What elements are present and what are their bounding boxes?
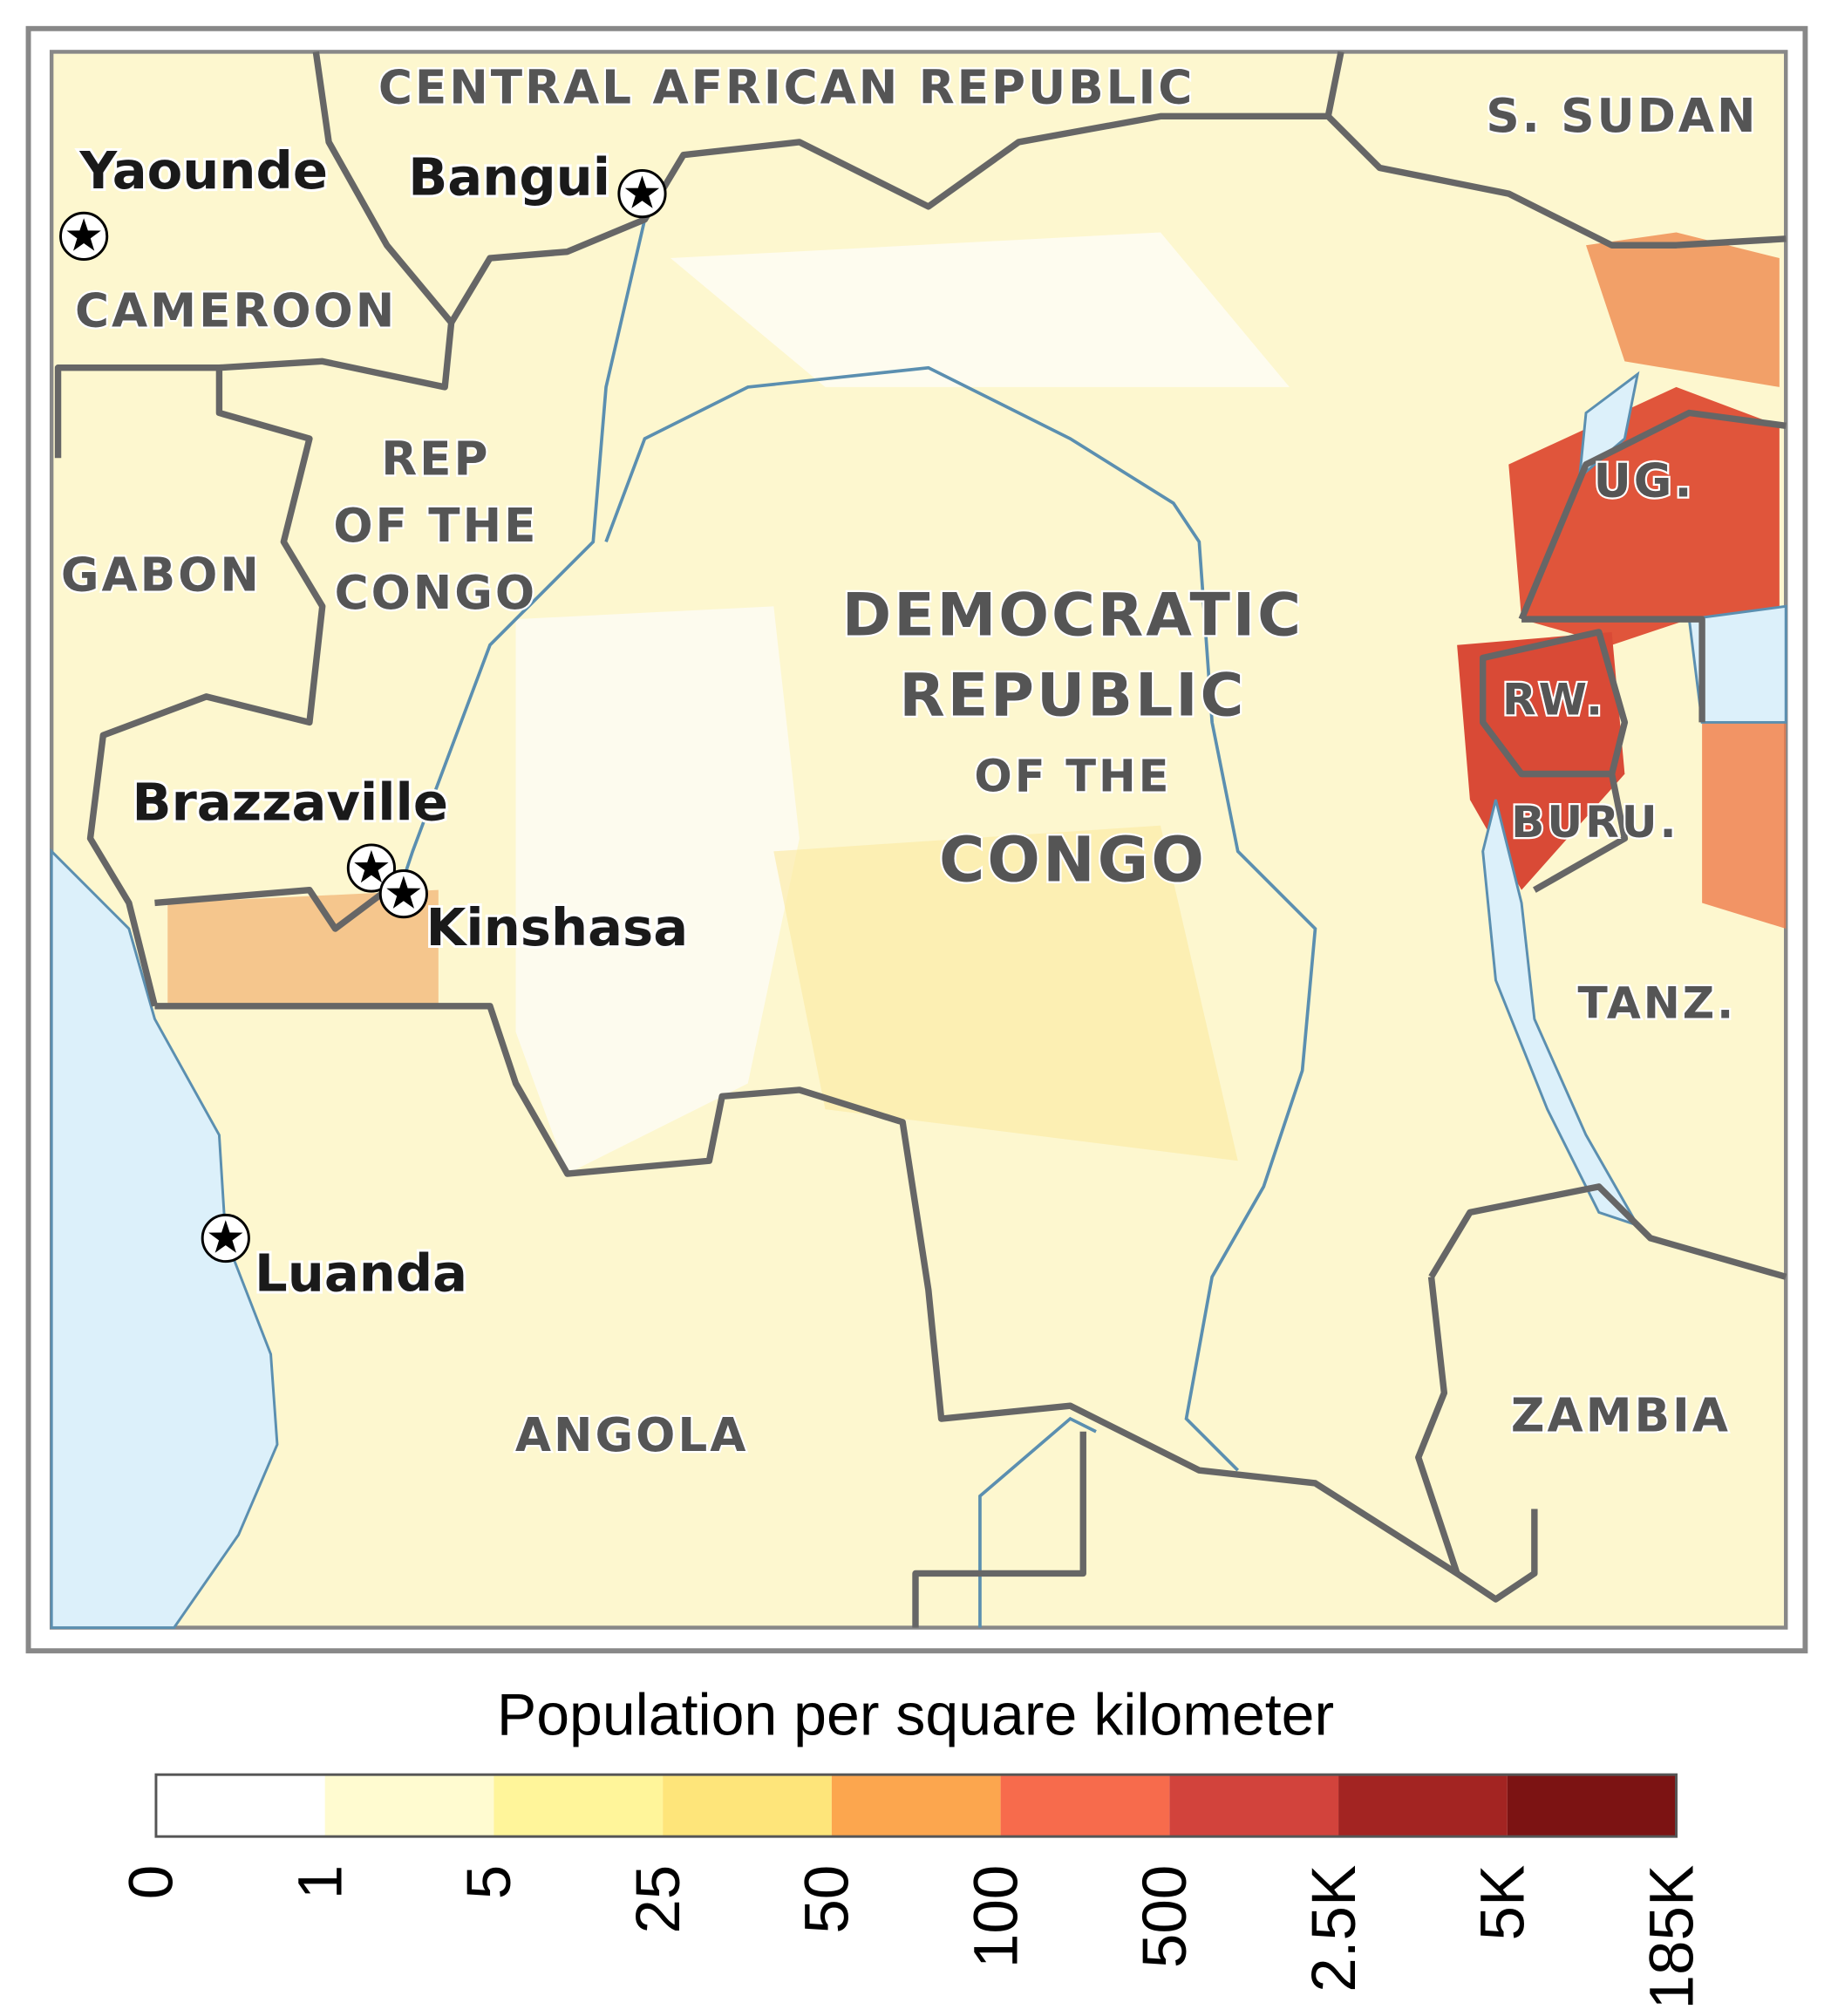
border [86,367,326,1007]
capital-star [354,849,389,883]
border [1428,1183,1787,1280]
country-label: CONGO [939,824,1207,896]
legend-title: Population per square kilometer [497,1681,1334,1747]
border [54,51,455,459]
ocean [50,848,279,1630]
country-label: CAMEROON [75,283,397,337]
country-label: DEMOCRATIC [842,582,1303,650]
legend-swatch [1000,1774,1170,1837]
legend-tick-label: 5 [455,1865,524,1899]
river [978,1416,1097,1628]
legend: Population per square kilometer 0 1 5 25 50 1… [118,1681,1707,2009]
country-label: S. SUDAN [1486,89,1758,143]
country-label: BURU. [1511,796,1679,848]
sparse-area [670,232,1290,387]
map-patches [167,232,1787,1175]
legend-swatch [1338,1774,1508,1837]
dense-area [1508,386,1780,645]
country-label: REP [381,432,490,486]
capital-star [66,218,101,251]
country-label: RW. [1502,674,1605,725]
lake [1577,371,1640,480]
border [912,1431,1086,1628]
country-label: ZAMBIA [1511,1389,1731,1443]
rivers [398,219,1317,1628]
legend-swatch [1507,1774,1677,1837]
legend-tick-label: 100 [962,1865,1031,1968]
legend-swatch [1169,1774,1339,1837]
country-label: CONGO [335,566,538,620]
city-label: Brazzaville [133,773,448,833]
legend-tick-label: 50 [793,1865,862,1934]
legend-swatch [493,1774,664,1837]
border [154,1003,1538,1603]
legend-tick-label: 1 [286,1865,355,1899]
dense-area [773,825,1238,1161]
dense-area [167,889,439,1006]
legend-tick-label: 185K [1637,1865,1706,2010]
legend-swatch [155,1774,325,1837]
dense-area [1586,232,1780,387]
capital-star [208,1220,243,1253]
lake [1481,799,1641,1228]
legend-swatch [831,1774,1001,1837]
capital-star [624,175,660,208]
country-label: OF THE [974,752,1171,803]
border [448,112,1787,324]
legend-tick-label: 500 [1131,1865,1200,1968]
border [1521,770,1629,893]
country-label: TANZ. [1578,977,1737,1028]
river [604,365,1317,1472]
border [1324,51,1344,118]
country-label: ANGOLA [515,1408,749,1462]
sparse-area [515,606,800,1175]
water [50,371,1787,1630]
border [154,886,389,932]
legend-tick-label: 0 [118,1865,187,1899]
city-label: Yaounde [78,140,328,201]
legend-tick-label: 5K [1469,1865,1538,1941]
capital-star [386,875,421,909]
city-label: Kinshasa [426,897,689,957]
labels: CENTRAL AFRICAN REPUBLIC S. SUDAN CAMEROON… [59,58,1758,1464]
dense-area [1702,722,1787,930]
country-label: REPUBLIC [899,661,1246,730]
legend-swatch [324,1774,494,1837]
city-label: Bangui [408,146,610,207]
country-label: GABON [61,548,262,602]
border [1518,409,1787,621]
river [398,219,647,891]
country-label: OF THE [333,499,538,553]
lake [1687,604,1787,724]
legend-tick-label: 2.5K [1300,1865,1369,1992]
legend-swatch [663,1774,832,1837]
border [1415,1276,1460,1575]
city-label: Luanda [255,1243,467,1303]
borders [54,51,1787,1628]
country-label: CENTRAL AFRICAN REPUBLIC [378,60,1195,114]
legend-tick-label: 25 [624,1865,693,1934]
legend-outline [154,1773,1678,1838]
border [1521,616,1705,723]
country-label: UG. [1594,453,1695,507]
